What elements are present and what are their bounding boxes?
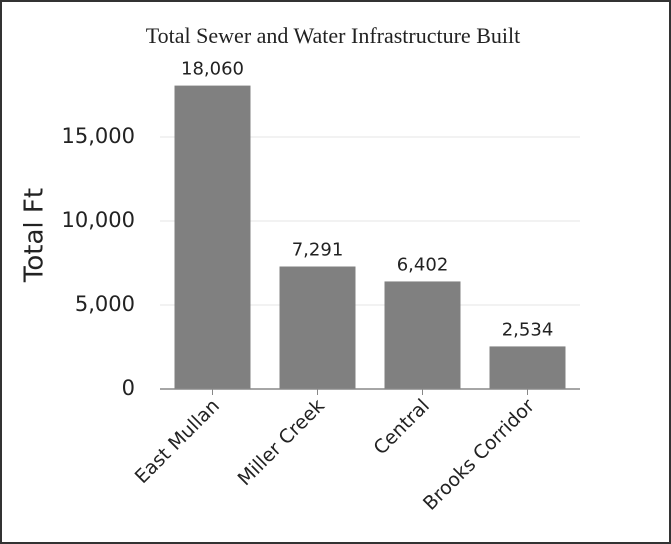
data-label: 18,060	[181, 59, 244, 80]
chart-title: Total Sewer and Water Infrastructure Bui…	[146, 23, 520, 48]
bar	[384, 281, 461, 389]
bar	[174, 85, 251, 389]
data-label: 2,534	[502, 319, 554, 340]
bar	[279, 266, 356, 389]
y-tick-label: 10,000	[62, 208, 135, 232]
y-tick-label: 0	[122, 376, 135, 400]
y-axis-label: Total Ft	[20, 188, 50, 283]
y-tick-label: 5,000	[75, 292, 135, 316]
y-tick-label: 15,000	[62, 124, 135, 148]
data-label: 7,291	[292, 240, 344, 261]
bar	[489, 346, 566, 389]
data-label: 6,402	[397, 254, 449, 275]
